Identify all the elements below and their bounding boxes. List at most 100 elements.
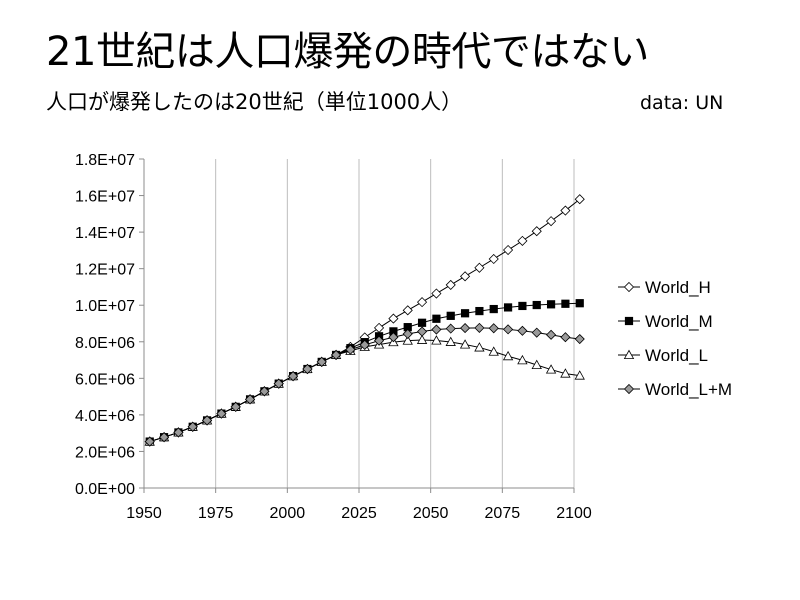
data-point-world-l-m <box>517 325 528 336</box>
data-point-world-l-m <box>574 333 585 345</box>
x-tick-label: 1950 <box>126 505 162 522</box>
data-point-world-l <box>474 342 485 352</box>
data-point-world-h <box>417 297 428 308</box>
data-point-world-h <box>431 288 442 299</box>
x-tick-label: 2075 <box>485 505 521 522</box>
data-point-world-m <box>460 309 470 318</box>
y-tick-label: 6.0E+06 <box>75 371 135 388</box>
data-point-world-h <box>574 194 585 205</box>
data-point-world-h <box>503 244 514 256</box>
data-point-world-l-m <box>216 408 227 419</box>
legend-label: World_L+M <box>645 380 732 399</box>
data-point-world-l <box>431 335 442 345</box>
chart-series <box>144 194 585 447</box>
chart-axes <box>139 158 575 493</box>
legend-marker <box>624 316 634 326</box>
legend-item-world-l: World_L <box>618 346 708 365</box>
legend-label: World_H <box>645 278 711 297</box>
data-source-label: data: UN <box>640 92 724 114</box>
data-point-world-l-m <box>388 332 399 343</box>
y-tick-label: 0.0E+00 <box>75 481 135 498</box>
data-point-world-m <box>475 306 484 316</box>
x-tick-label: 2050 <box>413 505 449 522</box>
data-point-world-l <box>402 335 413 345</box>
data-point-world-h <box>445 279 456 290</box>
data-point-world-l <box>574 370 585 380</box>
data-point-world-l-m <box>503 324 514 335</box>
data-point-world-l-m <box>331 349 342 361</box>
data-point-world-m <box>446 311 455 320</box>
data-point-world-l-m <box>560 332 571 343</box>
data-point-world-h <box>488 253 499 265</box>
data-point-world-h <box>374 322 385 333</box>
y-tick-label: 8.0E+06 <box>75 335 135 352</box>
data-point-world-l-m <box>187 421 198 432</box>
data-point-world-l-m <box>259 386 270 397</box>
data-point-world-l-m <box>417 326 428 337</box>
data-point-world-h <box>517 235 528 246</box>
y-axis-tick-labels: 0.0E+00 2.0E+06 4.0E+06 6.0E+06 8.0E+06 1.0E+… <box>75 152 135 498</box>
data-point-world-l <box>459 339 471 349</box>
data-point-world-h <box>560 205 571 216</box>
data-point-world-m <box>561 299 570 308</box>
data-point-world-l-m <box>302 363 313 375</box>
series-world-l-m <box>144 322 585 447</box>
data-point-world-l <box>560 368 571 378</box>
series-world-l <box>144 334 585 446</box>
data-point-world-l-m <box>531 327 542 338</box>
y-tick-label: 1.8E+07 <box>75 152 135 169</box>
data-point-world-m <box>532 300 541 310</box>
data-point-world-l-m <box>445 323 456 334</box>
data-point-world-l-m <box>159 432 170 443</box>
data-point-world-h <box>402 305 413 316</box>
data-point-world-l-m <box>546 329 557 340</box>
legend-item-world-h: World_H <box>618 278 711 297</box>
data-point-world-m <box>417 318 427 327</box>
data-point-world-l-m <box>374 335 385 346</box>
slide-subtitle: 人口が爆発したのは20世紀（単位1000人） <box>46 90 463 114</box>
y-tick-label: 4.0E+06 <box>75 408 135 425</box>
data-point-world-l-m <box>288 371 299 382</box>
data-point-world-l-m <box>460 323 471 334</box>
chart-gridlines <box>215 159 575 488</box>
data-point-world-l-m <box>488 323 499 334</box>
legend-item-world-l-m: World_L+M <box>618 380 732 399</box>
data-point-world-l-m <box>202 415 213 426</box>
data-point-world-l-m <box>144 436 155 447</box>
data-point-world-l-m <box>273 378 284 389</box>
legend-marker <box>623 383 635 395</box>
data-point-world-l-m <box>245 394 256 405</box>
data-point-world-l-m <box>359 339 370 350</box>
legend-marker <box>623 281 635 293</box>
data-point-world-l-m <box>173 427 184 438</box>
data-point-world-l-m <box>402 328 413 339</box>
series-line-world-h <box>149 198 581 443</box>
data-point-world-l <box>416 334 428 344</box>
x-tick-label: 1975 <box>198 505 234 522</box>
data-point-world-l <box>488 346 499 356</box>
data-point-world-h <box>474 262 485 273</box>
x-axis-tick-labels: 1950 1975 2000 2025 2050 2075 2100 <box>126 505 592 522</box>
data-point-world-h <box>460 271 471 282</box>
y-tick-label: 1.2E+07 <box>75 262 135 279</box>
series-world-h <box>144 194 585 447</box>
data-point-world-l <box>517 354 528 365</box>
legend-label: World_M <box>645 312 713 331</box>
x-tick-label: 2025 <box>341 505 377 522</box>
data-point-world-l <box>545 364 557 374</box>
slide-title: 21世紀は人口爆発の時代ではない <box>46 29 649 75</box>
y-tick-label: 1.4E+07 <box>75 225 135 242</box>
data-point-world-l <box>445 336 456 346</box>
data-point-world-m <box>546 300 556 309</box>
data-point-world-m <box>489 304 498 314</box>
data-point-world-l <box>531 359 542 369</box>
data-point-world-h <box>531 226 542 237</box>
x-tick-label: 2000 <box>270 505 306 522</box>
data-point-world-m <box>518 301 527 311</box>
data-point-world-l-m <box>230 401 241 412</box>
data-point-world-m <box>575 299 584 308</box>
data-point-world-h <box>388 313 399 324</box>
legend-item-world-m: World_M <box>618 312 713 331</box>
y-tick-label: 2.0E+06 <box>75 444 135 461</box>
